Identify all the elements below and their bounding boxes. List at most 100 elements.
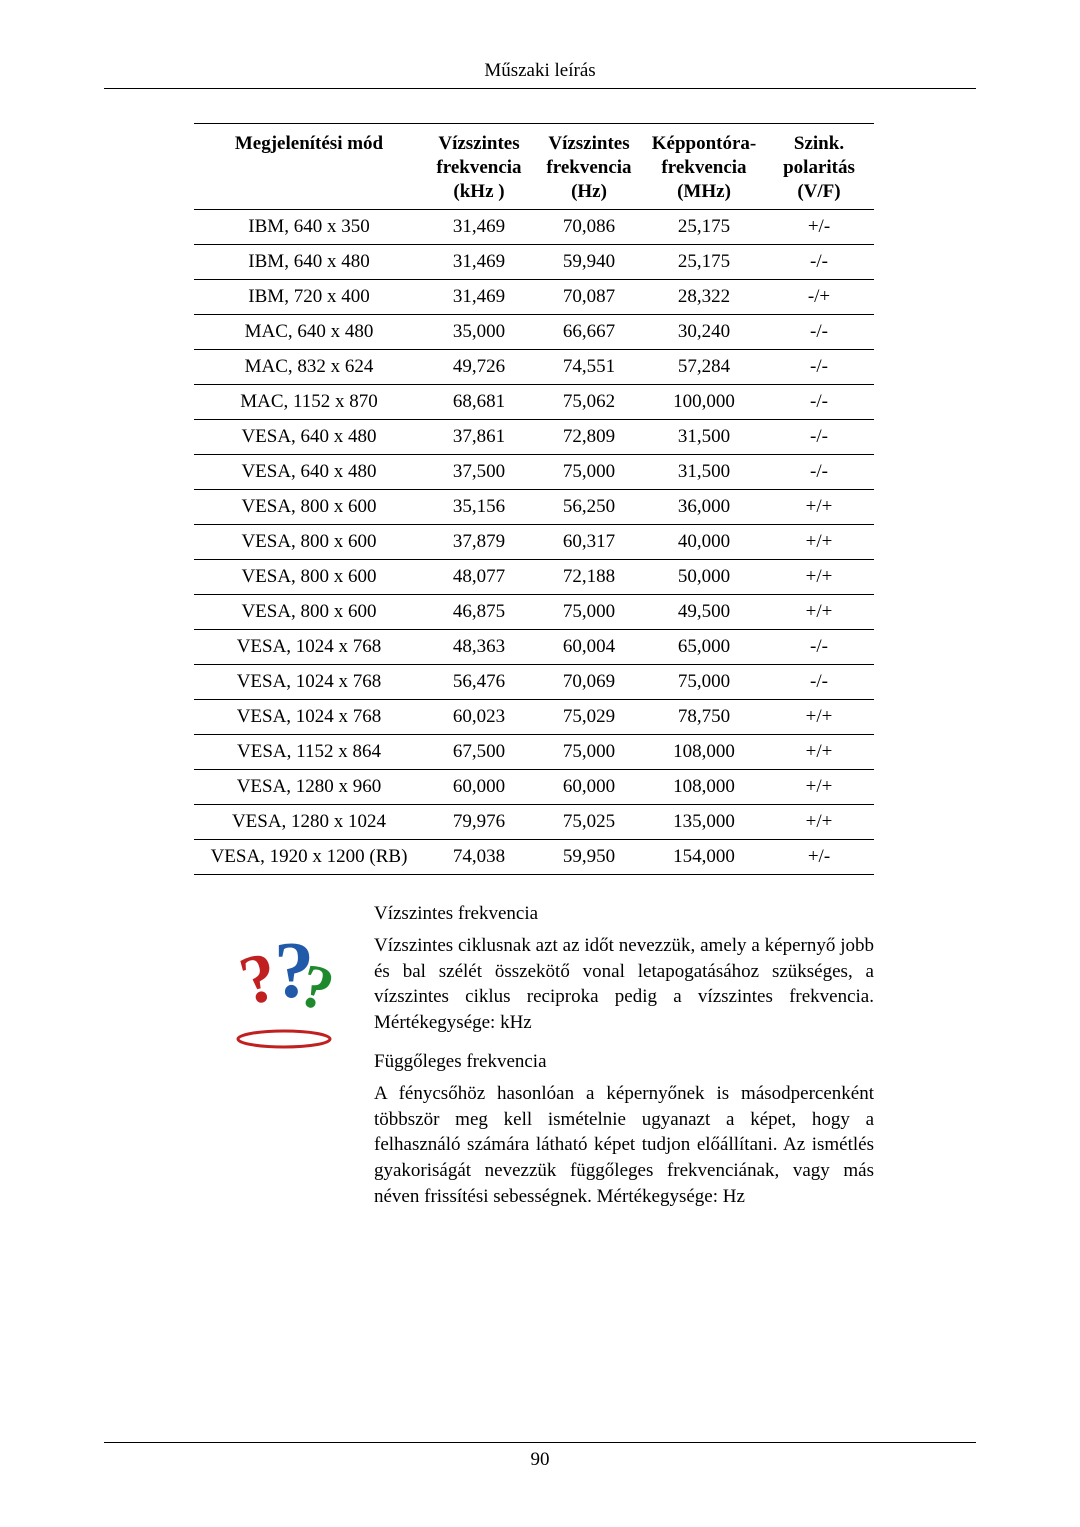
- table-cell: +/+: [764, 525, 874, 560]
- table-cell: 25,175: [644, 245, 764, 280]
- table-cell: 154,000: [644, 840, 764, 875]
- table-cell: -/-: [764, 245, 874, 280]
- table-cell: 70,086: [534, 210, 644, 245]
- table-row: IBM, 720 x 40031,46970,08728,322-/+: [194, 280, 874, 315]
- table-cell: IBM, 640 x 480: [194, 245, 424, 280]
- table-cell: 78,750: [644, 700, 764, 735]
- table-cell: 28,322: [644, 280, 764, 315]
- table-cell: 74,038: [424, 840, 534, 875]
- table-cell: VESA, 800 x 600: [194, 490, 424, 525]
- table-cell: 37,879: [424, 525, 534, 560]
- col-header-hfreq-khz: Vízszintes frekvencia (kHz ): [424, 124, 534, 210]
- table-cell: VESA, 1920 x 1200 (RB): [194, 840, 424, 875]
- table-cell: 68,681: [424, 385, 534, 420]
- table-cell: -/-: [764, 455, 874, 490]
- table-cell: VESA, 1152 x 864: [194, 735, 424, 770]
- info-section2-title: Függőleges frekvencia: [374, 1049, 874, 1075]
- table-row: VESA, 1920 x 1200 (RB)74,03859,950154,00…: [194, 840, 874, 875]
- table-cell: 30,240: [644, 315, 764, 350]
- table-cell: VESA, 1280 x 960: [194, 770, 424, 805]
- info-icon-wrap: ? ? ?: [194, 901, 374, 1051]
- table-cell: +/-: [764, 210, 874, 245]
- table-cell: 70,069: [534, 665, 644, 700]
- table-cell: 49,726: [424, 350, 534, 385]
- table-cell: 31,469: [424, 280, 534, 315]
- table-cell: MAC, 832 x 624: [194, 350, 424, 385]
- table-row: VESA, 1280 x 102479,97675,025135,000+/+: [194, 805, 874, 840]
- table-cell: VESA, 640 x 480: [194, 455, 424, 490]
- info-section2-body: A fénycsőhöz hasonlóan a képernyőnek is …: [374, 1081, 874, 1209]
- table-cell: 65,000: [644, 630, 764, 665]
- table-cell: +/+: [764, 700, 874, 735]
- table-cell: 75,000: [534, 455, 644, 490]
- table-cell: VESA, 640 x 480: [194, 420, 424, 455]
- table-cell: 67,500: [424, 735, 534, 770]
- table-cell: 108,000: [644, 770, 764, 805]
- table-cell: +/+: [764, 595, 874, 630]
- table-cell: VESA, 1280 x 1024: [194, 805, 424, 840]
- table-row: VESA, 1024 x 76856,47670,06975,000-/-: [194, 665, 874, 700]
- table-cell: 57,284: [644, 350, 764, 385]
- table-cell: 31,500: [644, 455, 764, 490]
- table-cell: 60,000: [424, 770, 534, 805]
- table-cell: -/-: [764, 420, 874, 455]
- info-section1-title: Vízszintes frekvencia: [374, 901, 874, 927]
- table-cell: MAC, 640 x 480: [194, 315, 424, 350]
- table-cell: +/+: [764, 770, 874, 805]
- table-cell: 59,950: [534, 840, 644, 875]
- table-cell: 60,023: [424, 700, 534, 735]
- page: Műszaki leírás Megjelenítési mód Vízszin…: [0, 0, 1080, 1527]
- table-cell: VESA, 1024 x 768: [194, 700, 424, 735]
- table-row: MAC, 640 x 48035,00066,66730,240-/-: [194, 315, 874, 350]
- table-cell: 49,500: [644, 595, 764, 630]
- col-header-syncpol: Szink. polaritás (V/F): [764, 124, 874, 210]
- table-row: VESA, 1280 x 96060,00060,000108,000+/+: [194, 770, 874, 805]
- table-cell: IBM, 640 x 350: [194, 210, 424, 245]
- table-cell: 40,000: [644, 525, 764, 560]
- table-cell: 75,000: [644, 665, 764, 700]
- table-cell: 74,551: [534, 350, 644, 385]
- table-cell: -/-: [764, 630, 874, 665]
- table-cell: IBM, 720 x 400: [194, 280, 424, 315]
- table-cell: 75,029: [534, 700, 644, 735]
- page-footer: 90: [104, 1442, 976, 1471]
- table-cell: 75,000: [534, 595, 644, 630]
- table-cell: +/+: [764, 560, 874, 595]
- table-row: IBM, 640 x 35031,46970,08625,175+/-: [194, 210, 874, 245]
- table-cell: +/-: [764, 840, 874, 875]
- table-cell: 72,188: [534, 560, 644, 595]
- table-cell: VESA, 800 x 600: [194, 595, 424, 630]
- table-cell: 31,469: [424, 210, 534, 245]
- info-block: ? ? ? Vízszintes frekvencia Vízszintes c…: [194, 901, 874, 1223]
- col-header-hfreq-hz: Vízszintes frekvencia (Hz): [534, 124, 644, 210]
- table-cell: -/-: [764, 665, 874, 700]
- table-row: VESA, 640 x 48037,86172,80931,500-/-: [194, 420, 874, 455]
- table-row: VESA, 800 x 60035,15656,25036,000+/+: [194, 490, 874, 525]
- table-cell: 46,875: [424, 595, 534, 630]
- page-number: 90: [104, 1449, 976, 1471]
- table-cell: 135,000: [644, 805, 764, 840]
- table-cell: +/+: [764, 490, 874, 525]
- table-cell: VESA, 800 x 600: [194, 560, 424, 595]
- table-row: VESA, 640 x 48037,50075,00031,500-/-: [194, 455, 874, 490]
- table-cell: 25,175: [644, 210, 764, 245]
- table-cell: VESA, 1024 x 768: [194, 665, 424, 700]
- table-cell: 48,363: [424, 630, 534, 665]
- question-marks-icon: ? ? ?: [224, 931, 344, 1051]
- table-cell: 35,156: [424, 490, 534, 525]
- table-cell: VESA, 800 x 600: [194, 525, 424, 560]
- info-text: Vízszintes frekvencia Vízszintes ciklusn…: [374, 901, 874, 1223]
- table-cell: 66,667: [534, 315, 644, 350]
- col-header-mode: Megjelenítési mód: [194, 124, 424, 210]
- table-cell: +/+: [764, 735, 874, 770]
- table-cell: 31,469: [424, 245, 534, 280]
- table-cell: 60,004: [534, 630, 644, 665]
- table-cell: 75,025: [534, 805, 644, 840]
- table-cell: -/-: [764, 350, 874, 385]
- footer-rule: [104, 1442, 976, 1443]
- table-cell: 72,809: [534, 420, 644, 455]
- table-row: MAC, 1152 x 87068,68175,062100,000-/-: [194, 385, 874, 420]
- table-cell: 31,500: [644, 420, 764, 455]
- table-cell: -/+: [764, 280, 874, 315]
- table-cell: 37,861: [424, 420, 534, 455]
